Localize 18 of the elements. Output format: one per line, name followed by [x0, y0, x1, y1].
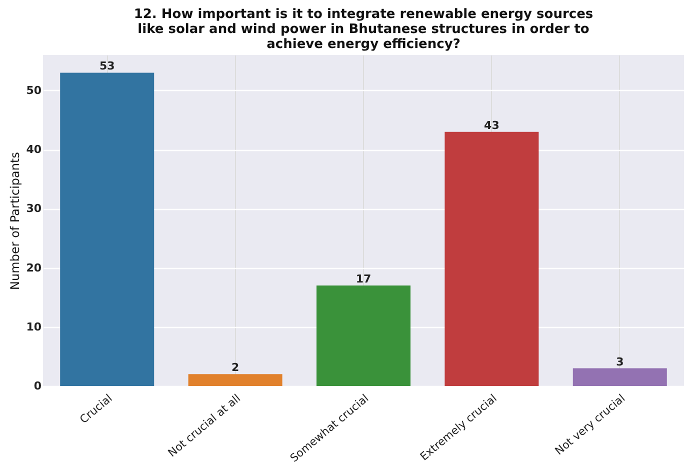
y-tick-label: 30 — [26, 202, 42, 216]
y-tick-label: 40 — [26, 143, 42, 156]
y-tick-label: 10 — [26, 320, 42, 334]
bar — [188, 374, 282, 386]
y-tick-label: 50 — [26, 84, 42, 97]
data-label: 43 — [484, 118, 500, 132]
bar — [572, 368, 667, 386]
data-label: 3 — [616, 355, 624, 368]
y-tick-label: 20 — [26, 261, 42, 274]
data-label: 53 — [99, 60, 115, 73]
data-label: 17 — [356, 272, 372, 286]
chart-title: 12. How important is it to integrate renewable energy sources like solar and wind power in Bhutanese structures in order to achieve energy efficiency? — [134, 7, 594, 52]
data-label: 2 — [231, 361, 240, 374]
y-tick-label: 0 — [34, 380, 42, 392]
bar — [444, 132, 539, 386]
bar — [316, 286, 410, 386]
y-axis-title: Number of Participants — [8, 152, 22, 290]
bar — [60, 72, 154, 386]
